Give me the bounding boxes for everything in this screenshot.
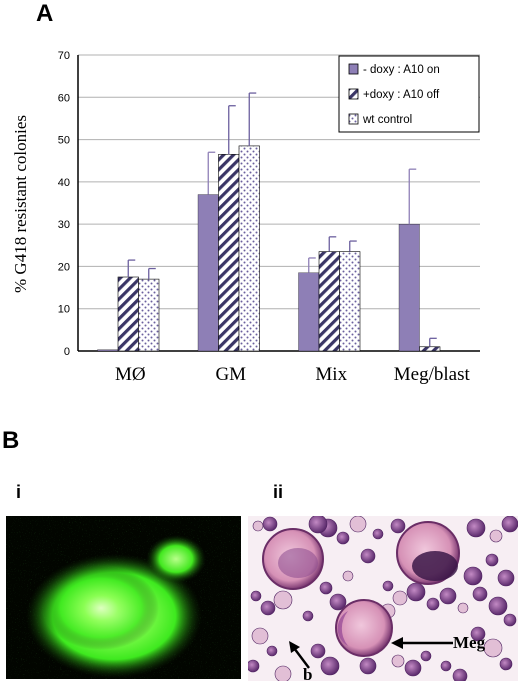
small-cell — [349, 516, 367, 533]
legend-box — [338, 55, 480, 133]
y-tick-label: 40 — [58, 177, 70, 189]
small-cell — [342, 570, 354, 582]
x-tick-label: Mix — [315, 364, 347, 385]
small-cell — [320, 656, 340, 676]
small-cell — [359, 657, 377, 675]
small-cell — [274, 665, 292, 681]
small-cell — [266, 645, 278, 657]
b-annotation: b — [303, 665, 312, 681]
bar — [398, 223, 420, 352]
y-tick-label: 60 — [58, 92, 70, 104]
small-cell — [251, 627, 269, 645]
stained-micrograph: Meg b — [248, 516, 518, 681]
small-cell — [457, 602, 469, 614]
error-bars — [127, 92, 437, 347]
small-cell — [319, 581, 333, 595]
small-cell — [472, 586, 488, 602]
meg-arrow-head — [391, 637, 403, 649]
fluorescence-colony-image — [6, 516, 241, 679]
legend-label-off: +doxy : A10 off — [363, 89, 440, 101]
y-tick-label: 30 — [58, 219, 70, 231]
small-cell — [452, 668, 468, 681]
bar — [138, 278, 160, 352]
small-cell — [262, 516, 278, 532]
panel-ii-label: ii — [273, 482, 284, 502]
small-cell — [470, 626, 486, 642]
legend-swatch-dots — [348, 113, 359, 125]
bar — [218, 154, 240, 352]
small-cell — [439, 587, 457, 605]
bar — [419, 346, 441, 352]
y-tick-label: 20 — [58, 261, 70, 273]
small-cells — [248, 516, 518, 681]
small-cell — [248, 659, 260, 673]
small-cell — [497, 569, 515, 587]
bar — [339, 251, 361, 352]
y-axis-label: % G418 resistant colonies — [11, 115, 30, 293]
bar-chart: 0 10 20 30 40 50 60 70 MØ GM Mix Meg/blast % G418 … — [11, 50, 480, 385]
bar — [238, 145, 260, 352]
y-tick-label: 0 — [64, 346, 70, 358]
small-cell — [260, 600, 276, 616]
small-cell — [466, 518, 486, 538]
small-cell — [463, 566, 483, 586]
bar — [318, 251, 340, 352]
small-cell — [499, 657, 513, 671]
panel-i-label: i — [16, 482, 22, 502]
legend-swatch-hatch — [348, 88, 359, 100]
small-cell — [420, 650, 432, 662]
small-cell — [406, 582, 426, 602]
bar — [117, 276, 139, 352]
small-cell — [485, 553, 499, 567]
meg-annotation: Meg — [453, 633, 486, 652]
bars — [97, 145, 441, 352]
x-tick-label: GM — [215, 364, 246, 385]
b-arrow-line — [293, 647, 310, 669]
small-cell — [252, 520, 264, 532]
bar — [298, 272, 320, 352]
x-tick-label: Meg/blast — [394, 364, 471, 385]
small-cell — [483, 638, 503, 658]
small-cell — [273, 590, 293, 610]
small-cell — [382, 580, 394, 592]
bar — [97, 349, 119, 352]
small-cell — [308, 516, 328, 534]
y-tick-label: 70 — [58, 50, 70, 62]
small-cell — [404, 659, 422, 677]
small-cell — [372, 528, 384, 540]
small-cell — [392, 590, 408, 606]
small-cell — [503, 613, 517, 627]
small-cell — [440, 660, 452, 672]
small-cell — [489, 529, 503, 543]
small-cell — [390, 518, 406, 534]
small-cell — [360, 548, 376, 564]
legend-swatch-solid — [348, 63, 359, 75]
b-arrow-head — [289, 641, 300, 653]
legend-label-wt: wt control — [362, 114, 412, 126]
legend-label-on: - doxy : A10 on — [363, 64, 440, 76]
small-cell — [336, 531, 350, 545]
panel-b-label: B — [2, 427, 20, 454]
small-cell — [250, 590, 262, 602]
small-cell — [426, 597, 440, 611]
small-cell — [329, 593, 347, 611]
small-cell — [488, 596, 508, 616]
small-cell — [391, 654, 405, 668]
x-tick-label: MØ — [115, 364, 146, 385]
bar — [197, 194, 219, 352]
small-cell — [501, 516, 518, 533]
y-tick-label: 50 — [58, 135, 70, 147]
y-tick-labels: 0 10 20 30 40 50 60 70 — [58, 50, 70, 358]
panel-a-label: A — [36, 0, 54, 27]
small-cell — [310, 643, 326, 659]
legend: - doxy : A10 on +doxy : A10 off wt contr… — [338, 55, 480, 133]
y-tick-label: 10 — [58, 304, 70, 316]
small-cell — [302, 610, 314, 622]
x-tick-labels: MØ GM Mix Meg/blast — [115, 364, 471, 385]
